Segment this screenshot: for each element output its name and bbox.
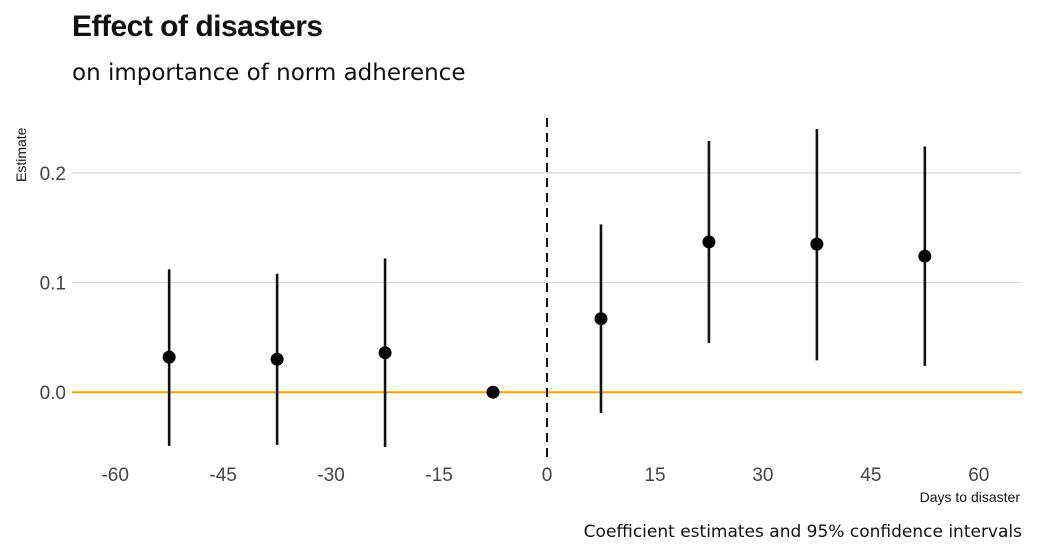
estimate-point (918, 249, 932, 263)
x-tick-label: -45 (209, 465, 236, 486)
x-tick-label: 0 (542, 465, 553, 486)
x-tick-label: 15 (644, 465, 665, 486)
estimate-point (702, 235, 716, 249)
estimate-point (378, 346, 392, 360)
x-tick-label: 60 (968, 465, 989, 486)
y-tick-label: 0.2 (40, 164, 66, 185)
y-axis-label: Estimate (13, 127, 29, 182)
estimate-point (162, 350, 176, 364)
estimate-point (594, 312, 608, 326)
chart-title: Effect of disasters (72, 10, 323, 43)
y-tick-label: 0.1 (40, 274, 66, 295)
chart-subtitle: on importance of norm adherence (72, 60, 466, 86)
estimate-point (810, 237, 824, 251)
estimate-point (270, 352, 284, 366)
x-axis-label: Days to disaster (920, 489, 1021, 505)
x-tick-label: 45 (860, 465, 881, 486)
y-tick-label: 0.0 (40, 383, 66, 404)
x-tick-label: -60 (101, 465, 128, 486)
x-tick-label: -15 (425, 465, 452, 486)
x-tick-label: 30 (752, 465, 773, 486)
x-tick-label: -30 (317, 465, 344, 486)
chart-caption: Coefficient estimates and 95% confidence… (583, 522, 1022, 542)
estimate-point (486, 385, 500, 399)
